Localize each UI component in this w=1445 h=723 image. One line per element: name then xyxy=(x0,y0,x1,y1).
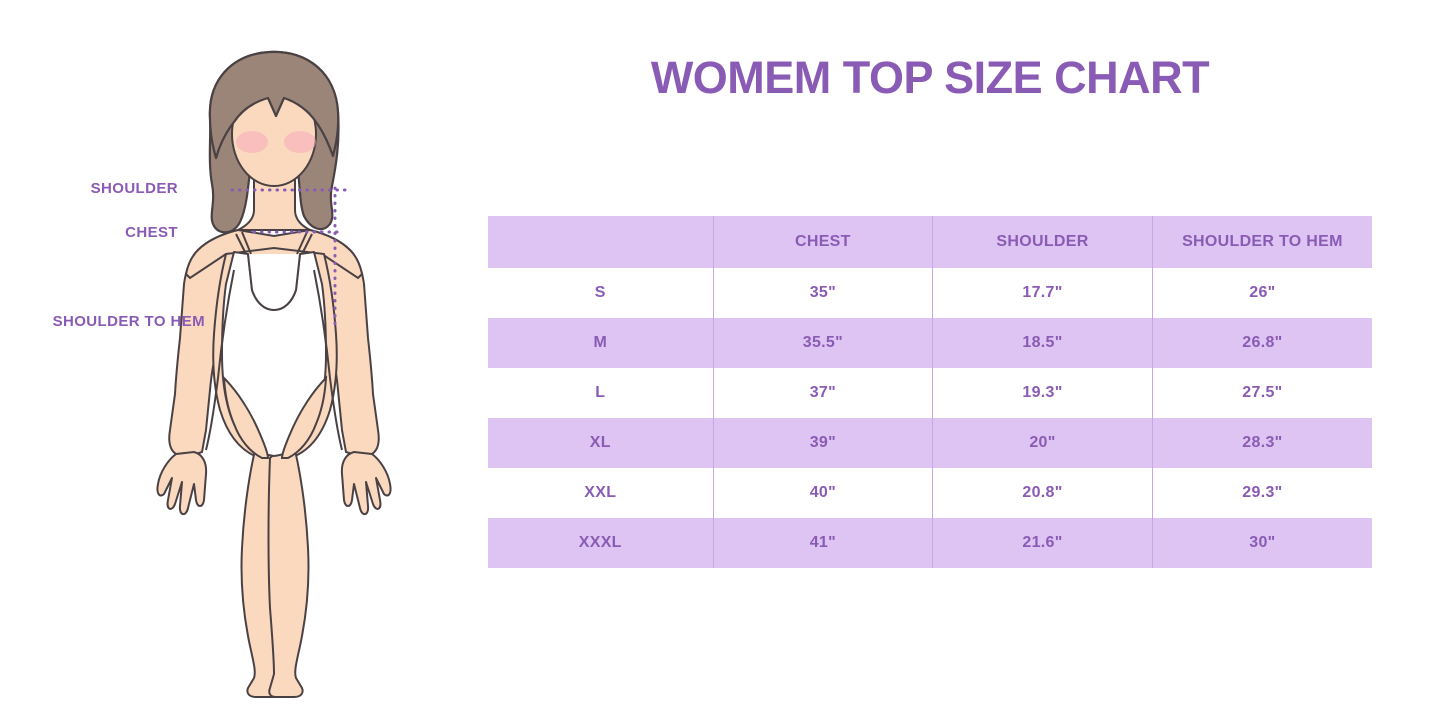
column-header-shoulder: SHOULDER xyxy=(932,216,1153,268)
page-title: WOMEM TOP SIZE CHART xyxy=(650,52,1210,103)
cell-shoulder-to-hem: 30" xyxy=(1151,518,1372,568)
figure-illustration-panel: SHOULDER CHEST SHOULDER TO HEM xyxy=(0,0,470,723)
cell-shoulder-to-hem: 29.3" xyxy=(1151,468,1372,518)
hand-left-shape xyxy=(156,451,208,516)
shoulder-to-hem-label: SHOULDER TO HEM xyxy=(52,313,205,330)
cell-shoulder: 21.6" xyxy=(932,518,1153,568)
cell-size: S xyxy=(488,268,714,318)
cell-shoulder: 19.3" xyxy=(932,368,1153,418)
cell-shoulder: 20.8" xyxy=(932,468,1153,518)
table-header-row: CHEST SHOULDER SHOULDER TO HEM xyxy=(488,216,1372,268)
shoulder-label: SHOULDER xyxy=(90,180,178,197)
cell-shoulder-to-hem: 27.5" xyxy=(1151,368,1372,418)
column-header-size xyxy=(488,216,714,268)
table-row: XXXL 41" 21.6" 30" xyxy=(488,518,1372,568)
cell-shoulder-to-hem: 26" xyxy=(1151,268,1372,318)
size-chart-table: CHEST SHOULDER SHOULDER TO HEM S 35" 17.… xyxy=(488,216,1372,568)
table-row: XXL 40" 20.8" 29.3" xyxy=(488,468,1372,518)
cell-chest: 39" xyxy=(712,418,933,468)
cell-chest: 35" xyxy=(712,268,933,318)
cell-chest: 41" xyxy=(712,518,933,568)
column-header-chest: CHEST xyxy=(712,216,933,268)
garment-strap-right xyxy=(301,233,313,255)
leg-right-shape xyxy=(267,437,310,698)
table-body: S 35" 17.7" 26" M 35.5" 18.5" 26.8" L 37… xyxy=(488,268,1372,568)
blush-right-icon xyxy=(284,131,316,153)
cell-chest: 35.5" xyxy=(712,318,933,368)
garment-strap-left xyxy=(235,233,247,255)
hand-right-shape xyxy=(340,451,392,516)
cell-size: XXL xyxy=(488,468,714,518)
garment-strap-left-inner xyxy=(241,231,252,255)
garment-leg-opening-right xyxy=(280,375,328,459)
cell-shoulder-to-hem: 26.8" xyxy=(1151,318,1372,368)
blush-left-icon xyxy=(236,131,268,153)
garment-strap-right-inner xyxy=(296,231,308,255)
cell-size: M xyxy=(488,318,714,368)
cell-size: XL xyxy=(488,418,714,468)
table-row: M 35.5" 18.5" 26.8" xyxy=(488,318,1372,368)
garment-neckline xyxy=(247,253,301,312)
cell-chest: 37" xyxy=(712,368,933,418)
table-header: CHEST SHOULDER SHOULDER TO HEM xyxy=(488,216,1372,268)
cell-chest: 40" xyxy=(712,468,933,518)
cell-shoulder: 18.5" xyxy=(932,318,1153,368)
table-row: L 37" 19.3" 27.5" xyxy=(488,368,1372,418)
hair-front-icon xyxy=(208,50,340,160)
table-row: S 35" 17.7" 26" xyxy=(488,268,1372,318)
cell-shoulder: 17.7" xyxy=(932,268,1153,318)
arm-right-inner-line xyxy=(313,269,343,451)
cell-shoulder: 20" xyxy=(932,418,1153,468)
column-header-shoulder-to-hem: SHOULDER TO HEM xyxy=(1151,216,1372,268)
cell-size: XXXL xyxy=(488,518,714,568)
female-body-figure xyxy=(156,50,392,698)
cell-size: L xyxy=(488,368,714,418)
cell-shoulder-to-hem: 28.3" xyxy=(1151,418,1372,468)
garment-leg-opening-left xyxy=(222,375,270,459)
arm-left-inner-line xyxy=(205,269,235,451)
table-row: XL 39" 20" 28.3" xyxy=(488,418,1372,468)
chest-label: CHEST xyxy=(125,224,178,241)
